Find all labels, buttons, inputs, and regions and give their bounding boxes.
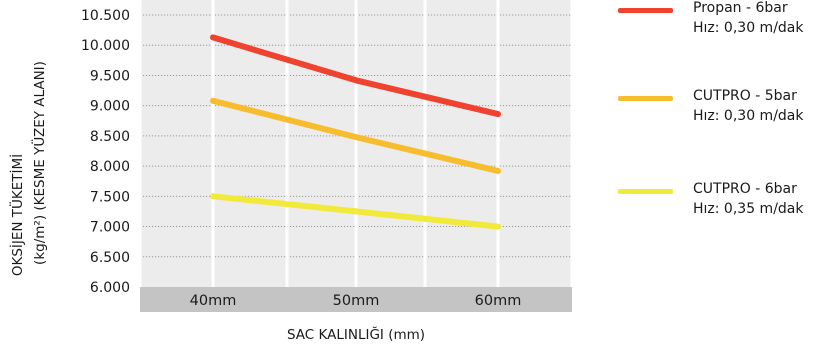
y-axis-title-line2: (kg/m²) (KESME YÜZEY ALANI): [30, 61, 48, 265]
y-tick-label: 7.000: [90, 220, 130, 236]
legend-swatch-cutpro-5bar: [618, 96, 673, 101]
y-tick-label: 8.500: [90, 129, 130, 145]
vertical-gridlines: [138, 0, 574, 287]
series-line-0: [210, 34, 501, 118]
legend-item-propan-6bar: Propan - 6bar Hız: 0,30 m/dak: [616, 0, 836, 40]
legend-swatch-cutpro-6bar: [618, 189, 673, 194]
y-tick-label: 10.500: [81, 8, 130, 24]
y-tick-label: 9.500: [90, 68, 130, 84]
legend-label: CUTPRO - 6bar: [693, 181, 797, 197]
legend-speed-label: Hız: 0,30 m/dak: [693, 108, 804, 124]
y-axis-ticks: 6.000 6.500 7.000 7.500 8.000 8.500 9.000 9.500…: [81, 8, 130, 296]
x-tick-label: 60mm: [475, 293, 522, 309]
x-axis-band: [140, 287, 572, 312]
x-tick-label: 40mm: [190, 293, 237, 309]
y-tick-label: 8.000: [90, 159, 130, 175]
legend-swatch-propan-6bar: [618, 8, 673, 13]
y-tick-label: 6.000: [90, 280, 130, 296]
x-tick-label: 50mm: [333, 293, 380, 309]
x-axis-title: SAC KALINLIĞI (mm): [287, 325, 425, 343]
legend-item-cutpro-5bar: CUTPRO - 5bar Hız: 0,30 m/dak: [616, 88, 836, 128]
y-tick-label: 6.500: [90, 250, 130, 266]
series-line-1: [210, 97, 501, 174]
legend-item-cutpro-6bar: CUTPRO - 6bar Hız: 0,35 m/dak: [616, 181, 836, 221]
series-line-2: [210, 193, 501, 230]
x-axis-ticks: 40mm 50mm 60mm: [190, 293, 522, 309]
legend-speed-label: Hız: 0,30 m/dak: [693, 20, 804, 36]
y-tick-label: 9.000: [90, 99, 130, 115]
legend-label: CUTPRO - 5bar: [693, 88, 797, 104]
y-axis-title-line1: OKSİJEN TÜKETİMİ: [8, 154, 26, 276]
legend-speed-label: Hız: 0,35 m/dak: [693, 201, 804, 217]
legend-label: Propan - 6bar: [693, 0, 788, 16]
y-tick-label: 10.000: [81, 38, 130, 54]
y-tick-label: 7.500: [90, 189, 130, 205]
series-lines: [210, 34, 501, 230]
